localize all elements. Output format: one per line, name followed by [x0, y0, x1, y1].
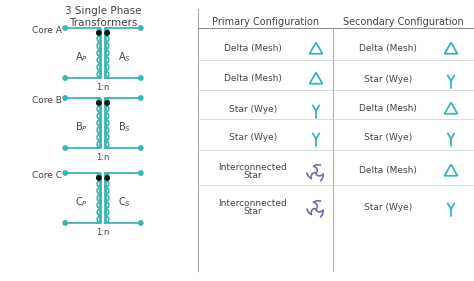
Text: A$_S$: A$_S$ — [118, 50, 131, 64]
Text: A$_P$: A$_P$ — [75, 50, 88, 64]
Circle shape — [138, 26, 143, 30]
Text: Interconnected: Interconnected — [219, 198, 287, 207]
Text: B$_S$: B$_S$ — [118, 120, 131, 134]
Text: Delta (Mesh): Delta (Mesh) — [359, 105, 417, 114]
Text: C$_S$: C$_S$ — [118, 195, 131, 209]
Text: Interconnected: Interconnected — [219, 162, 287, 171]
Circle shape — [138, 146, 143, 150]
Text: Delta (Mesh): Delta (Mesh) — [359, 167, 417, 176]
Text: Core A: Core A — [32, 26, 62, 35]
Text: 3 Single Phase
Transformers: 3 Single Phase Transformers — [65, 6, 141, 28]
Circle shape — [63, 171, 67, 175]
Circle shape — [138, 171, 143, 175]
Text: Star (Wye): Star (Wye) — [364, 133, 412, 142]
Text: Star (Wye): Star (Wye) — [229, 133, 277, 142]
Text: C$_P$: C$_P$ — [75, 195, 88, 209]
Circle shape — [97, 176, 101, 180]
Text: Delta (Mesh): Delta (Mesh) — [224, 74, 282, 83]
Text: Primary Configuration: Primary Configuration — [212, 17, 319, 27]
Circle shape — [105, 31, 109, 35]
Text: 1:n: 1:n — [96, 83, 109, 92]
Circle shape — [63, 146, 67, 150]
Circle shape — [63, 96, 67, 100]
Text: Star (Wye): Star (Wye) — [364, 74, 412, 83]
Text: Delta (Mesh): Delta (Mesh) — [359, 44, 417, 53]
Text: Star: Star — [244, 207, 262, 216]
Circle shape — [138, 96, 143, 100]
Circle shape — [63, 26, 67, 30]
Text: 1:n: 1:n — [96, 153, 109, 162]
Text: Star (Wye): Star (Wye) — [364, 203, 412, 212]
Circle shape — [97, 101, 101, 105]
Text: Core B: Core B — [32, 96, 62, 105]
Text: Secondary Configuration: Secondary Configuration — [343, 17, 464, 27]
Circle shape — [105, 176, 109, 180]
Text: 1:n: 1:n — [96, 228, 109, 237]
Circle shape — [138, 76, 143, 80]
Circle shape — [63, 221, 67, 225]
Circle shape — [97, 31, 101, 35]
Text: B$_P$: B$_P$ — [75, 120, 88, 134]
Circle shape — [105, 101, 109, 105]
Text: Star (Wye): Star (Wye) — [229, 105, 277, 114]
Circle shape — [138, 221, 143, 225]
Text: Core C: Core C — [32, 171, 62, 180]
Circle shape — [63, 76, 67, 80]
Text: Delta (Mesh): Delta (Mesh) — [224, 44, 282, 53]
Text: Star: Star — [244, 171, 262, 180]
